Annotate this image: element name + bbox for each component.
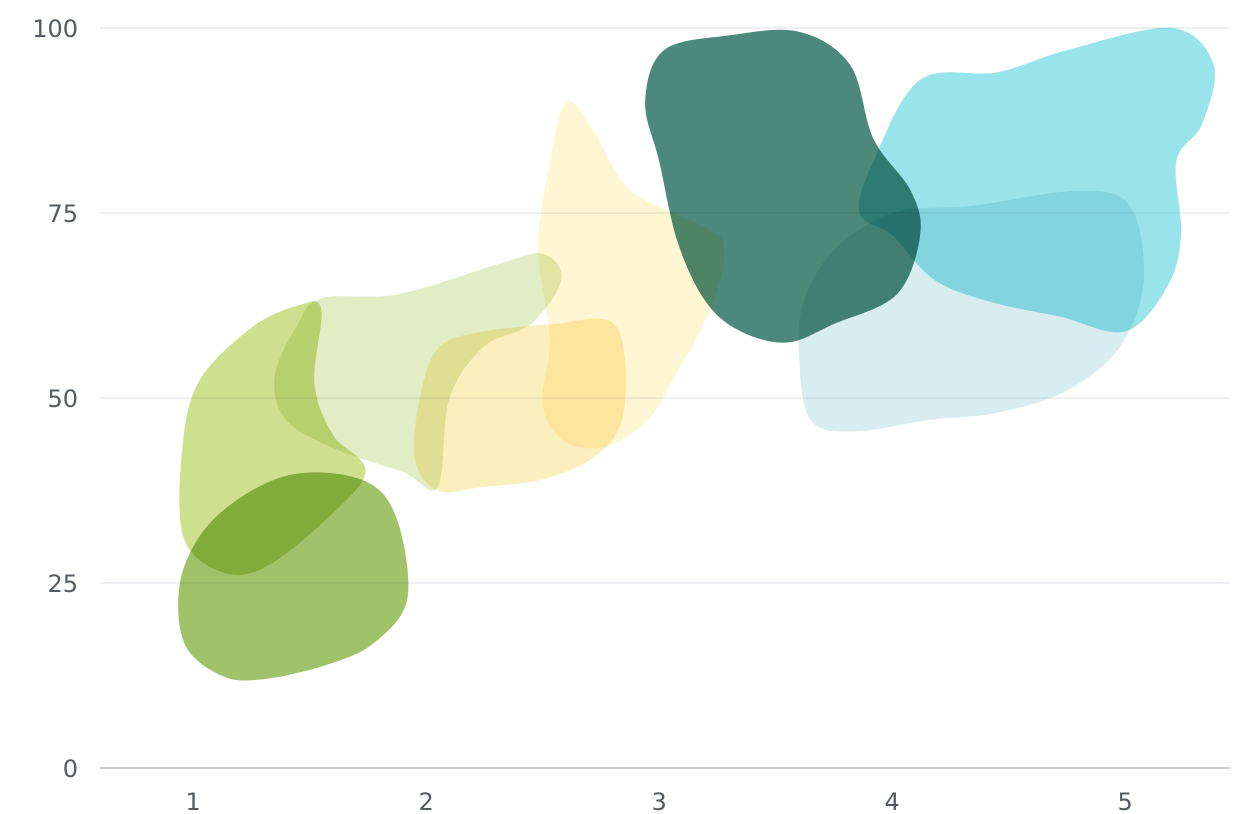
blob-series-2	[179, 301, 366, 576]
blob-series-3	[274, 253, 562, 491]
x-tick-labels: 1 2 3 4 5	[186, 788, 1133, 814]
y-tick-label: 25	[47, 570, 78, 598]
x-tick-label: 2	[419, 788, 434, 814]
blob-series-5	[413, 318, 626, 493]
y-tick-label: 75	[47, 200, 78, 228]
blob-series-8	[798, 190, 1145, 432]
y-tick-label: 50	[47, 385, 78, 413]
x-tick-label: 5	[1118, 788, 1133, 814]
blob-series-layer	[178, 27, 1216, 681]
x-tick-label: 1	[186, 788, 201, 814]
y-tick-label: 0	[63, 755, 78, 783]
y-tick-labels: 0 25 50 75 100	[32, 15, 78, 783]
y-tick-label: 100	[32, 15, 78, 43]
x-tick-label: 4	[885, 788, 900, 814]
x-tick-label: 3	[652, 788, 667, 814]
